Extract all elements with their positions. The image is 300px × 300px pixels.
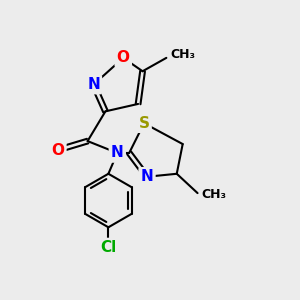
Text: CH₃: CH₃	[171, 48, 196, 62]
Text: N: N	[111, 146, 124, 160]
Text: CH₃: CH₃	[201, 188, 226, 201]
Text: O: O	[51, 142, 64, 158]
Text: O: O	[117, 50, 130, 65]
Text: N: N	[141, 169, 153, 184]
Text: S: S	[139, 116, 150, 131]
Text: Cl: Cl	[100, 240, 116, 255]
Text: N: N	[87, 77, 100, 92]
